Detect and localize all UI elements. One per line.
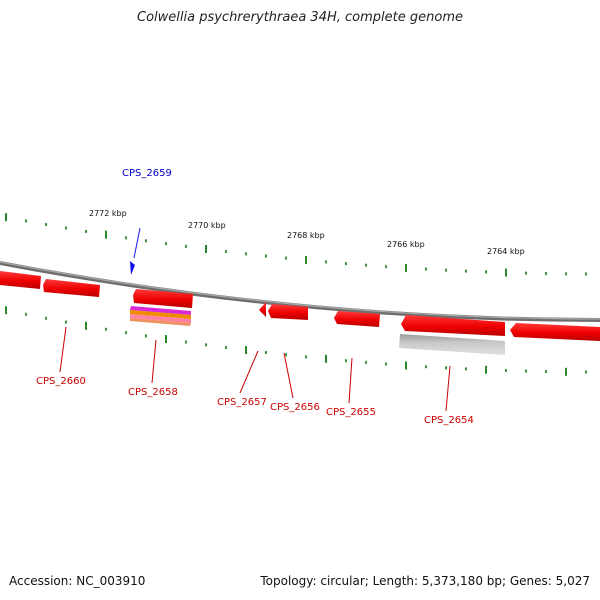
scale-label-2768: 2768 kbp (287, 231, 325, 240)
accession-text: Accession: NC_003910 (9, 574, 146, 588)
scale-label-2770: 2770 kbp (188, 221, 226, 230)
scale-label-2766: 2766 kbp (387, 240, 425, 249)
gene-cps-2655-arrow[interactable] (334, 311, 380, 327)
scale-label-2764: 2764 kbp (487, 247, 525, 256)
gene-cps-2655-label[interactable]: CPS_2655 (326, 407, 376, 418)
scale-ticks-upper (5, 213, 587, 277)
genome-summary-text: Topology: circular; Length: 5,373,180 bp… (260, 574, 590, 588)
gene-cps-2660-label[interactable]: CPS_2660 (36, 376, 86, 387)
gene-cps-2659-leader (133, 227, 141, 259)
gene-cps-2654-label[interactable]: CPS_2654 (424, 415, 474, 426)
gene-cps-2657-arrow[interactable] (259, 302, 266, 317)
gene-cps-2660-part-a[interactable] (0, 271, 41, 289)
gene-cps-2657-label[interactable]: CPS_2657 (217, 397, 267, 408)
map-title: Colwellia psychrerythraea 34H, complete … (137, 10, 463, 25)
gene-cps-2654-feature (399, 334, 505, 355)
reverse-strand-genes (0, 271, 600, 341)
genome-backbone (0, 261, 600, 322)
gene-leader-lines (59, 326, 451, 412)
gene-cps-2656-label[interactable]: CPS_2656 (270, 402, 320, 413)
gene-cps-2656-arrow[interactable] (268, 304, 308, 320)
gene-cps-2659-label[interactable]: CPS_2659 (122, 168, 172, 179)
scale-label-2772: 2772 kbp (89, 209, 127, 218)
gene-next-arrow[interactable] (510, 323, 600, 341)
gene-cps-2660-arrow[interactable] (43, 279, 100, 297)
gene-cps-2658-arrow[interactable] (133, 289, 193, 308)
gene-cps-2658-feature (130, 306, 191, 326)
gene-cps-2658-label[interactable]: CPS_2658 (128, 387, 178, 398)
scale-ticks-lower (5, 306, 587, 376)
gene-cps-2654-arrow[interactable] (401, 315, 505, 336)
gene-cps-2659-arrow[interactable] (130, 261, 135, 275)
